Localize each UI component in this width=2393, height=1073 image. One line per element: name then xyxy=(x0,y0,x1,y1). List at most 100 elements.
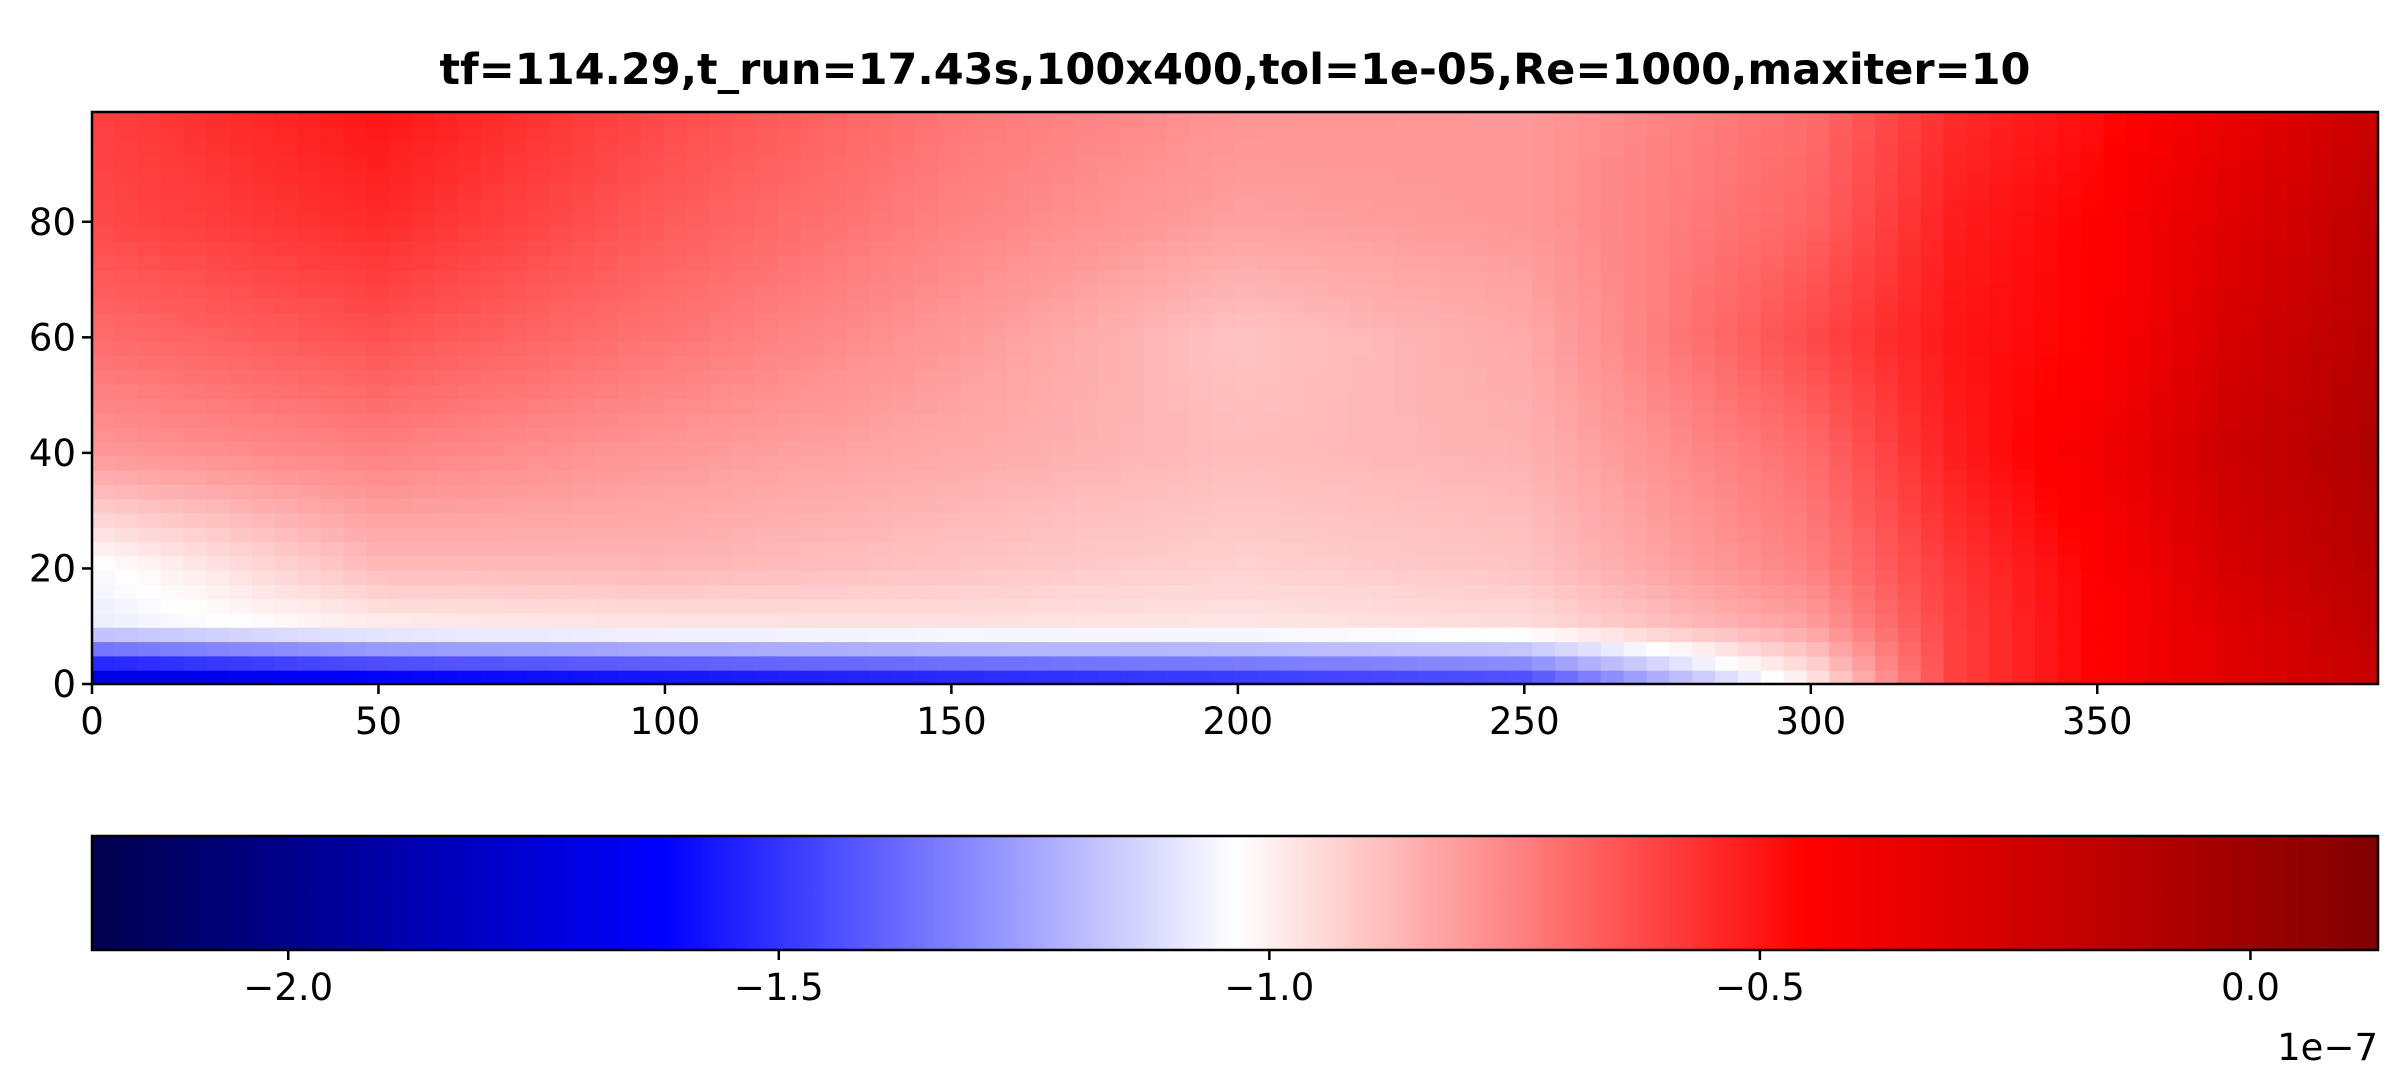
heatmap-cell xyxy=(2263,555,2288,571)
heatmap-cell xyxy=(434,412,459,428)
heatmap-cell xyxy=(2080,412,2105,428)
heatmap-cell xyxy=(1280,612,1305,628)
heatmap-cell xyxy=(1006,469,1031,485)
heatmap-cell xyxy=(1715,412,1739,428)
heatmap-cell xyxy=(1875,398,1899,414)
heatmap-cell xyxy=(1257,169,1282,185)
heatmap-cell xyxy=(389,169,414,185)
heatmap-cell xyxy=(1029,326,1054,342)
heatmap-cell xyxy=(1600,541,1625,557)
heatmap-cell xyxy=(343,398,368,414)
heatmap-cell xyxy=(1074,269,1099,285)
heatmap-cell xyxy=(1577,255,1602,271)
heatmap-cell xyxy=(777,398,802,414)
heatmap-cell xyxy=(1577,541,1602,557)
heatmap-cell xyxy=(1074,126,1099,142)
heatmap-cell xyxy=(1440,555,1465,571)
heatmap-cell xyxy=(1052,126,1076,142)
heatmap-cell xyxy=(1372,326,1397,342)
heatmap-cell xyxy=(686,498,711,514)
heatmap-cell xyxy=(937,197,962,214)
heatmap-cell xyxy=(1509,283,1534,299)
heatmap-cell xyxy=(2263,440,2288,457)
heatmap-cell xyxy=(2309,512,2334,528)
heatmap-cell xyxy=(549,240,574,256)
heatmap-cell xyxy=(526,183,551,199)
heatmap-cell xyxy=(823,669,848,684)
heatmap-cell xyxy=(1463,312,1488,328)
heatmap-cell xyxy=(1280,555,1305,571)
heatmap-cell xyxy=(1189,498,1214,514)
heatmap-cell xyxy=(1303,169,1328,185)
heatmap-cell xyxy=(2080,226,2105,242)
heatmap-cell xyxy=(1555,483,1579,500)
heatmap-cell xyxy=(2195,283,2219,299)
heatmap-cell xyxy=(1509,240,1534,256)
heatmap-cell xyxy=(2035,197,2059,214)
heatmap-cell xyxy=(1235,641,1259,657)
heatmap-cell xyxy=(137,512,162,528)
heatmap-cell xyxy=(1920,641,1945,657)
heatmap-cell xyxy=(823,498,848,514)
heatmap-cell xyxy=(2103,541,2128,557)
heatmap-cell xyxy=(640,240,665,256)
heatmap-cell xyxy=(1920,483,1945,500)
heatmap-cell xyxy=(160,383,185,399)
heatmap-cell xyxy=(320,154,345,171)
heatmap-cell xyxy=(2240,512,2265,528)
heatmap-cell xyxy=(1326,669,1351,684)
heatmap-cell xyxy=(686,140,711,156)
heatmap-cell xyxy=(1577,383,1602,399)
heatmap-cell xyxy=(1715,355,1739,371)
heatmap-cell xyxy=(92,212,116,228)
heatmap-cell xyxy=(1509,112,1534,128)
heatmap-cell xyxy=(1212,512,1236,528)
heatmap-cell xyxy=(1052,498,1076,514)
heatmap-cell xyxy=(1806,383,1831,399)
heatmap-cell xyxy=(1257,312,1282,328)
heatmap-cell xyxy=(549,426,574,442)
heatmap-cell xyxy=(503,498,528,514)
heatmap-cell xyxy=(1623,612,1648,628)
heatmap-cell xyxy=(366,140,391,156)
heatmap-cell xyxy=(1074,398,1099,414)
heatmap-cell xyxy=(114,526,139,542)
heatmap-cell xyxy=(892,283,916,299)
heatmap-cell xyxy=(1577,598,1602,614)
heatmap-cell xyxy=(343,340,368,357)
heatmap-cell xyxy=(480,383,505,399)
heatmap-cell xyxy=(549,183,574,199)
heatmap-cell xyxy=(2057,183,2082,199)
heatmap-cell xyxy=(1372,626,1397,643)
heatmap-cell xyxy=(1189,398,1214,414)
heatmap-cell xyxy=(1257,197,1282,214)
heatmap-cell xyxy=(1120,312,1145,328)
heatmap-cell xyxy=(1372,369,1397,385)
heatmap-cell xyxy=(1715,255,1739,271)
heatmap-cell xyxy=(2035,569,2059,585)
heatmap-cell xyxy=(709,326,734,342)
heatmap-cell xyxy=(1966,669,1991,684)
heatmap-cell xyxy=(640,469,665,485)
heatmap-cell xyxy=(1806,483,1831,500)
heatmap-cell xyxy=(823,541,848,557)
heatmap-cell xyxy=(2080,669,2105,684)
heatmap-cell xyxy=(846,412,871,428)
heatmap-cell xyxy=(137,226,162,242)
heatmap-cell xyxy=(1806,412,1831,428)
heatmap-cell xyxy=(206,226,231,242)
heatmap-cell xyxy=(2172,326,2197,342)
heatmap-cell xyxy=(2012,555,2037,571)
heatmap-cell xyxy=(1852,340,1877,357)
heatmap-cell xyxy=(594,512,619,528)
heatmap-cell xyxy=(572,426,596,442)
heatmap-cell xyxy=(297,197,322,214)
heatmap-cell xyxy=(183,655,208,671)
heatmap-cell xyxy=(1760,641,1785,657)
heatmap-cell xyxy=(1074,541,1099,557)
heatmap-cell xyxy=(1692,669,1717,684)
heatmap-cell xyxy=(823,126,848,142)
heatmap-cell xyxy=(1143,541,1168,557)
heatmap-cell xyxy=(1440,140,1465,156)
heatmap-cell xyxy=(92,598,116,614)
